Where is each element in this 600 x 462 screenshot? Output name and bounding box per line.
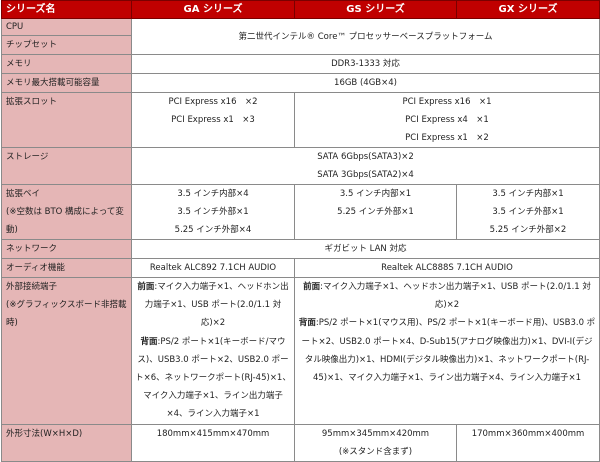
label-cpu: CPU <box>1 18 132 36</box>
row-network: ネットワーク ギガビット LAN 対応 <box>1 239 600 259</box>
front-label: 前面 <box>137 282 155 292</box>
ports-label-note: (※グラフィックスボード非搭載時) <box>6 300 127 328</box>
ports-ga: 前面:マイク入力端子×1、ヘッドホン出力端子×1、USB ポート(2.0/1.1… <box>131 277 295 425</box>
header-row: シリーズ名 GA シリーズ GS シリーズ GX シリーズ <box>1 0 600 19</box>
storage-line: SATA 3Gbps(SATA2)×4 <box>317 170 414 180</box>
bay-line: 3.5 インチ外部×1 <box>492 207 564 217</box>
dimensions-ga: 180mm×415mm×470mm <box>131 423 295 462</box>
audio-ga: Realtek ALC892 7.1CH AUDIO <box>131 258 295 278</box>
slot-line: PCI Express x4 ×1 <box>405 115 489 125</box>
dimensions-gs-value: 95mm×345mm×420mm <box>321 428 430 439</box>
header-ga: GA シリーズ <box>131 0 295 19</box>
row-audio: オーディオ機能 Realtek ALC892 7.1CH AUDIO Realt… <box>1 258 600 278</box>
label-audio: オーディオ機能 <box>1 258 132 278</box>
rear-text: :PS/2 ポート×1(キーボード/マウス)、USB3.0 ポート×2、USB2… <box>135 336 291 420</box>
front-text: :マイク入力端子×1、ヘッドホン出力端子×1、USB ポート(2.0/1.1 対… <box>144 282 289 329</box>
row-ports: 外部接続端子 (※グラフィックスボード非搭載時) 前面:マイク入力端子×1、ヘッ… <box>1 277 600 425</box>
row-dimensions: 外形寸法(W×H×D) 180mm×415mm×470mm 95mm×345mm… <box>1 423 600 462</box>
header-gx: GX シリーズ <box>456 0 600 19</box>
bay-line: 5.25 インチ外部×4 <box>174 225 252 235</box>
bay-line: 3.5 インチ内部×4 <box>177 189 249 199</box>
front-text: :マイク入力端子×1、ヘッドホン出力端子×1、USB ポート(2.0/1.1 対… <box>320 282 591 311</box>
label-slots: 拡張スロット <box>1 92 132 148</box>
row-slots: 拡張スロット PCI Express x16 ×2 PCI Express x1… <box>1 92 600 148</box>
row-memory: メモリ DDR3-1333 対応 <box>1 54 600 74</box>
header-series-name: シリーズ名 <box>1 0 132 19</box>
row-bays: 拡張ベイ (※空数は BTO 構成によって変動) 3.5 インチ内部×4 3.5… <box>1 184 600 240</box>
label-dimensions: 外形寸法(W×H×D) <box>1 423 132 462</box>
bays-gx: 3.5 インチ内部×1 3.5 インチ外部×1 5.25 インチ外部×2 <box>456 184 600 240</box>
label-chipset: チップセット <box>1 35 132 55</box>
max-memory-value: 16GB (4GB×4) <box>131 73 600 93</box>
bays-label-note: (※空数は BTO 構成によって変動) <box>6 207 124 235</box>
dimensions-gs-note: (※スタンド含まず) <box>338 446 413 457</box>
slots-ga: PCI Express x16 ×2 PCI Express x1 ×3 <box>131 92 295 148</box>
bay-line: 5.25 インチ外部×2 <box>489 225 567 235</box>
rear-label: 背面 <box>298 318 316 329</box>
dimensions-gx: 170mm×360mm×400mm <box>456 423 600 462</box>
ports-gs-gx-rear: 背面:PS/2 ポート×1(マウス用)、PS/2 ポート×1(キーボード用)、U… <box>298 314 596 387</box>
network-value: ギガビット LAN 対応 <box>131 239 600 259</box>
platform-value: 第二世代インテル® Core™ プロセッサーベースプラットフォーム <box>131 18 600 55</box>
label-storage: ストレージ <box>1 147 132 185</box>
slot-line: PCI Express x1 ×3 <box>171 115 255 125</box>
memory-value: DDR3-1333 対応 <box>131 54 600 74</box>
audio-gs-gx: Realtek ALC888S 7.1CH AUDIO <box>294 258 600 278</box>
row-storage: ストレージ SATA 6Gbps(SATA3)×2 SATA 3Gbps(SAT… <box>1 147 600 185</box>
bays-gs: 3.5 インチ内部×1 5.25 インチ外部×1 <box>294 184 457 240</box>
row-chipset: チップセット <box>1 35 600 55</box>
ports-gs-gx-front: 前面:マイク入力端子×1、ヘッドホン出力端子×1、USB ポート(2.0/1.1… <box>298 278 596 314</box>
ports-ga-rear: 背面:PS/2 ポート×1(キーボード/マウス)、USB3.0 ポート×2、US… <box>135 333 291 424</box>
bay-line: 3.5 インチ外部×1 <box>177 207 249 217</box>
slots-gs-gx: PCI Express x16 ×1 PCI Express x4 ×1 PCI… <box>294 92 600 148</box>
row-cpu: CPU 第二世代インテル® Core™ プロセッサーベースプラットフォーム <box>1 18 600 55</box>
ports-ga-front: 前面:マイク入力端子×1、ヘッドホン出力端子×1、USB ポート(2.0/1.1… <box>135 278 291 333</box>
rear-text: :PS/2 ポート×1(マウス用)、PS/2 ポート×1(キーボード用)、USB… <box>301 318 596 384</box>
row-max-memory: メモリ最大搭載可能容量 16GB (4GB×4) <box>1 73 600 93</box>
storage-line: SATA 6Gbps(SATA3)×2 <box>317 152 414 162</box>
rear-label: 背面 <box>140 336 158 347</box>
header-gs: GS シリーズ <box>294 0 457 19</box>
ports-gs-gx: 前面:マイク入力端子×1、ヘッドホン出力端子×1、USB ポート(2.0/1.1… <box>294 277 600 425</box>
storage-value: SATA 6Gbps(SATA3)×2 SATA 3Gbps(SATA2)×4 <box>131 147 600 185</box>
slot-line: PCI Express x16 ×2 <box>168 97 258 107</box>
bay-line: 5.25 インチ外部×1 <box>337 207 414 217</box>
label-network: ネットワーク <box>1 239 132 259</box>
slot-line: PCI Express x1 ×2 <box>405 133 489 143</box>
label-bays: 拡張ベイ (※空数は BTO 構成によって変動) <box>1 184 132 240</box>
bays-ga: 3.5 インチ内部×4 3.5 インチ外部×1 5.25 インチ外部×4 <box>131 184 295 240</box>
bays-label-title: 拡張ベイ <box>6 189 41 199</box>
label-ports: 外部接続端子 (※グラフィックスボード非搭載時) <box>1 277 132 425</box>
ports-label-title: 外部接続端子 <box>6 282 58 292</box>
bay-line: 3.5 インチ内部×1 <box>339 189 412 199</box>
label-memory: メモリ <box>1 54 132 74</box>
front-label: 前面 <box>303 282 321 292</box>
slot-line: PCI Express x16 ×1 <box>402 97 492 107</box>
dimensions-gs: 95mm×345mm×420mm (※スタンド含まず) <box>294 423 457 462</box>
bay-line: 3.5 インチ内部×1 <box>492 189 564 199</box>
label-max-memory: メモリ最大搭載可能容量 <box>1 73 132 93</box>
